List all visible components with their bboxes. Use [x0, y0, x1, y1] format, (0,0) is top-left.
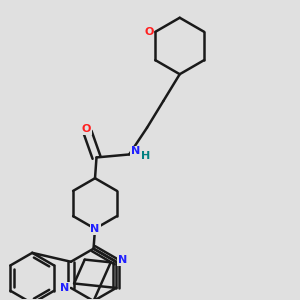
- Text: N: N: [60, 283, 69, 293]
- Text: O: O: [81, 124, 91, 134]
- Text: N: N: [118, 255, 127, 265]
- Text: N: N: [131, 146, 140, 157]
- Text: N: N: [90, 224, 100, 234]
- Text: O: O: [144, 27, 153, 37]
- Text: H: H: [141, 151, 150, 161]
